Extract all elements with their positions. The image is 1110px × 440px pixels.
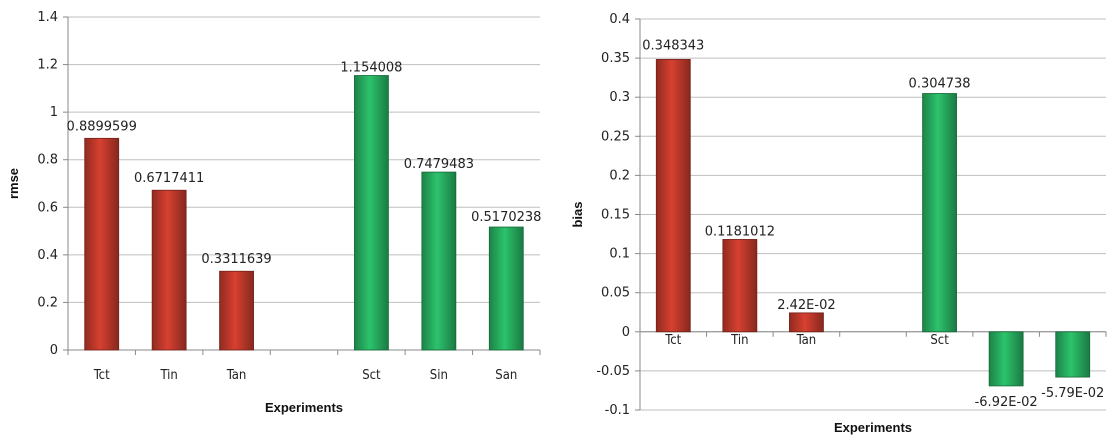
y-tick-label: 0.1 <box>609 247 630 262</box>
y-tick-label: 0.3 <box>609 90 630 105</box>
x-axis-title: Experiments <box>265 400 343 415</box>
data-label: 0.6717411 <box>134 171 204 186</box>
bar <box>84 137 120 351</box>
y-tick-label: -0.1 <box>605 403 630 418</box>
x-tick-label: Sct <box>362 368 381 383</box>
y-tick-label: 0.6 <box>37 200 58 215</box>
y-tick-label: 0.35 <box>601 51 630 66</box>
y-tick-label: 1.2 <box>37 58 58 73</box>
bar <box>655 58 691 333</box>
y-tick-label: 0.4 <box>609 12 630 27</box>
x-tick-label: Tct <box>664 333 681 348</box>
data-label: 1.154008 <box>340 61 402 76</box>
x-tick-label: Tan <box>796 333 817 348</box>
data-label: -5.79E-02 <box>1041 386 1104 401</box>
rmse-chart: 0 0.2 0.4 0.6 0.8 1 1.2 1.4 Tct 0.8899599 Tin 0.671… <box>6 10 541 415</box>
x-tick-label: Sin <box>430 368 448 383</box>
y-tick-label: 0.4 <box>37 248 58 263</box>
y-tick-label: 1 <box>50 105 58 120</box>
y-tick-label: 1.4 <box>37 10 58 25</box>
y-tick-label: 0.25 <box>601 129 630 144</box>
x-tick-label: Tan <box>226 368 247 383</box>
bar <box>488 226 524 351</box>
x-axis-title: Experiments <box>834 420 912 435</box>
x-tick-label: Sct <box>930 333 949 348</box>
bar <box>1055 331 1091 378</box>
y-tick-label: 0.05 <box>601 286 630 301</box>
data-label: 0.3311639 <box>201 252 271 267</box>
data-label: 0.8899599 <box>67 119 137 134</box>
y-axis-title: rmse <box>6 168 21 199</box>
data-label: 2.42E-02 <box>777 298 835 313</box>
data-label: 0.5170238 <box>471 210 541 225</box>
bar <box>789 312 824 333</box>
x-tick-label: Tin <box>159 368 177 383</box>
bar <box>421 171 457 351</box>
data-label: 0.348343 <box>642 38 704 53</box>
x-tick-label: San <box>495 368 517 383</box>
data-label: 0.1181012 <box>705 224 775 239</box>
y-tick-label: -0.05 <box>596 364 630 379</box>
bar <box>354 75 389 351</box>
x-tick-label: Tct <box>93 368 110 383</box>
y-axis-title: bias <box>570 201 585 227</box>
data-label: 0.304738 <box>909 76 971 91</box>
bar <box>219 270 254 351</box>
y-tick-label: 0.2 <box>37 295 58 310</box>
bar <box>722 239 758 333</box>
bar <box>151 189 187 351</box>
x-tick-label: Tin <box>730 333 748 348</box>
y-tick-label: 0 <box>622 325 630 340</box>
bar <box>988 331 1024 387</box>
y-tick-label: 0.15 <box>601 208 630 223</box>
y-tick-label: 0.8 <box>37 153 58 168</box>
bar <box>922 93 957 333</box>
y-tick-label: 0.2 <box>609 168 630 183</box>
data-label: 0.7479483 <box>404 157 474 172</box>
y-tick-label: 0 <box>50 343 58 358</box>
bias-chart: -0.1 -0.05 0 0.05 0.1 0.15 0.2 0.25 0.3 0.35 0.4 Tc… <box>570 12 1107 435</box>
data-label: -6.92E-02 <box>975 395 1038 410</box>
